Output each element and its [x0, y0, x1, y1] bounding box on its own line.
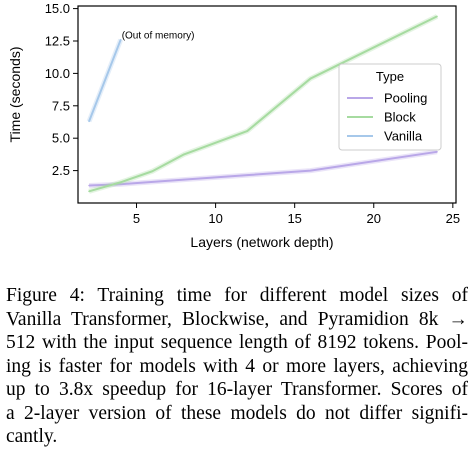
caption-line: up to 3.8x speedup for 16-layer Transfor…: [6, 379, 468, 400]
y-tick-label: 5.0: [52, 131, 70, 146]
figure-caption: Figure 4: Training time for different mo…: [6, 284, 468, 449]
annotation-label: (Out of memory): [122, 31, 195, 42]
legend-box: [338, 63, 442, 151]
series-line-vanilla: [88, 39, 122, 122]
caption-line: 512 with the input sequence length of 81…: [6, 332, 468, 353]
chart-axes: 5 10 15 20 25 2.5 5.0 7.5 10.0 12.5 15.0 Layers (ne…: [7, 1, 460, 250]
data-point-pooling: [309, 169, 312, 172]
series-band-pooling: [88, 149, 438, 189]
caption-line: a 2-layer version of these models do not…: [6, 402, 468, 424]
data-point-pooling: [119, 183, 122, 186]
legend-label-block: Block: [384, 110, 416, 125]
chart-annotations: (Out of memory): [122, 31, 195, 42]
data-point-block: [246, 130, 249, 132]
data-point-block: [183, 153, 185, 156]
data-point-pooling: [183, 178, 185, 181]
y-tick-label: 2.5: [52, 163, 70, 178]
data-point-vanilla: [119, 38, 122, 41]
line-chart: 5 10 15 20 25 2.5 5.0 7.5 10.0 12.5 15.0 Layers (ne…: [7, 1, 460, 250]
data-point-pooling: [246, 174, 249, 176]
y-axis-label: Time (seconds): [7, 47, 23, 143]
caption-line: ing is faster for models with 4 or more …: [6, 355, 468, 377]
legend-label-vanilla: Vanilla: [384, 129, 423, 144]
x-tick-label: 5: [133, 211, 140, 226]
chart-legend: Type Pooling Block Vanilla: [338, 63, 442, 151]
plot-frame: [77, 5, 457, 204]
chart-series: [86, 14, 439, 194]
caption-line: Figure 4: Training time for different mo…: [6, 285, 468, 306]
x-tick-label: 20: [367, 211, 381, 226]
y-tick-label: 12.5: [45, 33, 70, 48]
legend-label-pooling: Pooling: [384, 91, 427, 106]
data-point-block: [119, 181, 122, 184]
data-point-block: [436, 15, 438, 18]
caption-line: cantly.: [6, 426, 58, 447]
x-tick-label: 10: [208, 211, 222, 226]
x-tick-label: 25: [446, 211, 460, 226]
data-point-block: [309, 77, 312, 80]
x-tick-label: 15: [287, 211, 301, 226]
caption-line: Vanilla Transformer, Blockwise, and Pyra…: [6, 308, 468, 330]
data-point-block: [88, 190, 90, 193]
y-tick-label: 15.0: [45, 1, 70, 16]
data-point-block: [151, 170, 154, 173]
data-point-pooling: [436, 151, 438, 153]
legend-title: Type: [376, 69, 404, 84]
data-point-pooling: [88, 184, 90, 187]
data-point-vanilla: [88, 120, 90, 123]
x-axis-label: Layers (network depth): [190, 234, 333, 250]
y-tick-label: 10.0: [45, 66, 70, 81]
y-tick-label: 7.5: [52, 98, 70, 113]
